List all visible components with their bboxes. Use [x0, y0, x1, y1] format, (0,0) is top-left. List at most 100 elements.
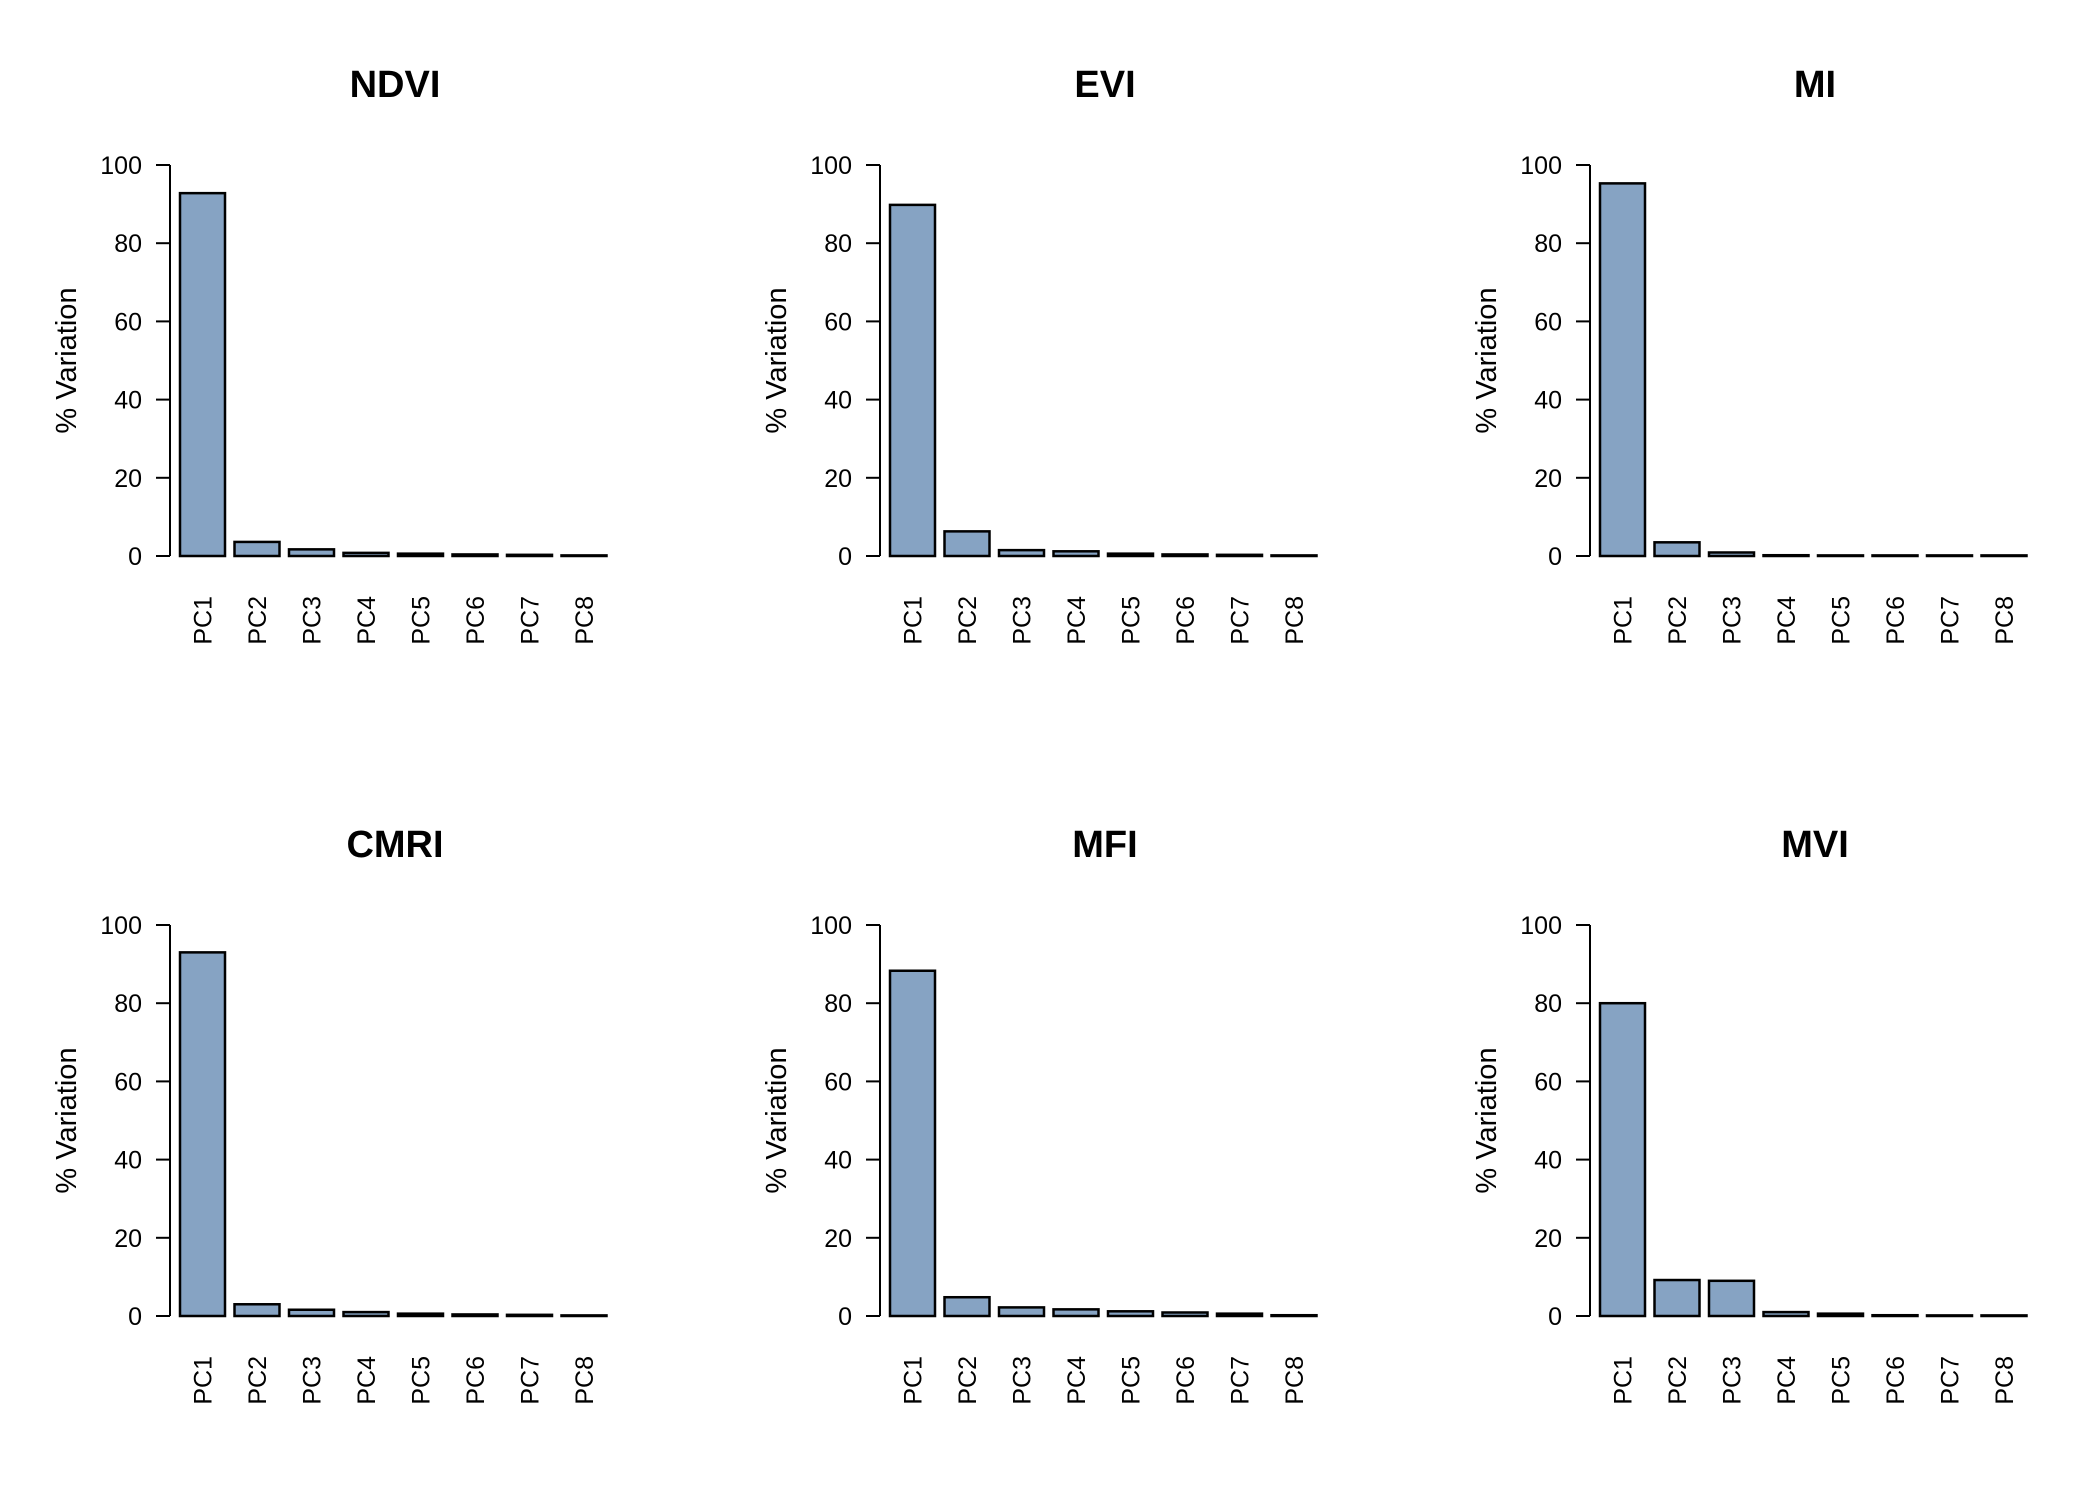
- y-axis-label: % Variation: [1471, 1047, 1503, 1193]
- x-tick-label: PC8: [1281, 596, 1309, 645]
- bar-pc1: [888, 969, 937, 1318]
- bar-pc3: [997, 1306, 1046, 1318]
- panel-evi: EVI 0 20 40 60 80 100 % Variation PC1 PC2 PC3 PC4 PC…: [761, 64, 1318, 645]
- bar-pc8: [1270, 1313, 1318, 1318]
- x-tick-label: PC3: [1009, 1356, 1037, 1405]
- y-tick-label: 40: [114, 387, 142, 415]
- x-tick-label: PC4: [353, 596, 381, 645]
- x-tick-label: PC5: [1118, 596, 1146, 645]
- panel-title: CMRI: [346, 824, 443, 866]
- bar-pc6: [1161, 553, 1209, 558]
- x-tick-label: PC4: [1773, 1356, 1801, 1405]
- bar-pc5: [396, 552, 445, 558]
- x-tick-label: PC6: [462, 596, 490, 645]
- y-tick-label: 20: [114, 465, 142, 493]
- y-tick-label: 0: [128, 543, 142, 571]
- x-tick-label: PC1: [1610, 596, 1638, 645]
- bar-pc6: [451, 553, 499, 558]
- bar-pc2: [943, 530, 991, 558]
- x-tick-label: PC4: [1063, 596, 1091, 645]
- x-tick-label: PC8: [571, 1356, 599, 1405]
- y-tick-label: 100: [1520, 912, 1562, 940]
- bar-pc6: [1161, 1311, 1209, 1318]
- y-tick-label: 100: [100, 152, 142, 180]
- bar-pc8: [1980, 1314, 2028, 1318]
- bar-pc8: [560, 554, 608, 558]
- bar-pc2: [233, 1303, 281, 1318]
- bar-pc3: [1707, 551, 1756, 558]
- panel-title: MI: [1794, 64, 1836, 106]
- y-tick-label: 80: [114, 230, 142, 258]
- bar-pc2: [1653, 541, 1701, 558]
- x-tick-label: PC7: [517, 1356, 545, 1405]
- y-tick-label: 60: [824, 1068, 852, 1096]
- y-tick-label: 0: [838, 1303, 852, 1331]
- y-axis-label: % Variation: [761, 287, 793, 433]
- bar-pc1: [1598, 182, 1647, 558]
- x-tick-label: PC1: [1610, 1356, 1638, 1405]
- y-tick-label: 100: [100, 912, 142, 940]
- x-tick-label: PC4: [1773, 596, 1801, 645]
- bar-pc6: [451, 1313, 499, 1318]
- x-tick-label: PC6: [462, 1356, 490, 1405]
- y-axis-label: % Variation: [1471, 287, 1503, 433]
- x-tick-label: PC5: [1828, 596, 1856, 645]
- bar-pc4: [1052, 1308, 1100, 1318]
- x-tick-label: PC2: [1664, 596, 1692, 645]
- bar-pc4: [342, 551, 390, 558]
- y-tick-label: 100: [810, 152, 852, 180]
- x-tick-label: PC8: [1991, 1356, 2019, 1405]
- bar-pc3: [287, 1308, 336, 1318]
- y-tick-label: 40: [824, 387, 852, 415]
- x-tick-label: PC2: [954, 596, 982, 645]
- bar-pc7: [505, 1313, 554, 1318]
- bar-pc2: [233, 540, 281, 558]
- bar-pc4: [342, 1310, 390, 1318]
- y-tick-label: 20: [1534, 465, 1562, 493]
- x-tick-label: PC1: [900, 1356, 928, 1405]
- y-tick-label: 60: [1534, 1068, 1562, 1096]
- panel-title: NDVI: [350, 64, 441, 106]
- bar-pc7: [1215, 553, 1264, 558]
- bar-pc2: [1653, 1278, 1701, 1318]
- bar-pc5: [1106, 1310, 1155, 1318]
- x-tick-label: PC7: [517, 596, 545, 645]
- panel-mfi: MFI 0 20 40 60 80 100 % Variation PC1 PC2 PC3 PC4 PC…: [761, 824, 1318, 1405]
- bar-pc8: [1980, 554, 2028, 558]
- x-tick-label: PC7: [1227, 1356, 1255, 1405]
- x-tick-label: PC5: [408, 1356, 436, 1405]
- bar-pc8: [560, 1314, 608, 1318]
- x-tick-label: PC2: [1664, 1356, 1692, 1405]
- x-tick-label: PC2: [244, 596, 272, 645]
- y-tick-label: 40: [114, 1147, 142, 1175]
- y-tick-label: 20: [824, 465, 852, 493]
- x-tick-label: PC7: [1937, 596, 1965, 645]
- y-tick-label: 20: [114, 1225, 142, 1253]
- x-tick-label: PC4: [1063, 1356, 1091, 1405]
- bar-pc7: [505, 553, 554, 558]
- bar-pc8: [1270, 554, 1318, 558]
- x-tick-label: PC4: [353, 1356, 381, 1405]
- y-tick-label: 0: [838, 543, 852, 571]
- y-axis-label: % Variation: [761, 1047, 793, 1193]
- bar-pc6: [1871, 1313, 1919, 1318]
- y-tick-label: 0: [128, 1303, 142, 1331]
- y-tick-label: 0: [1548, 543, 1562, 571]
- x-tick-label: PC3: [1719, 596, 1747, 645]
- panel-mi: MI 0 20 40 60 80 100 % Variation PC1 PC2 PC3 PC4 PC5…: [1471, 64, 2028, 645]
- y-tick-label: 100: [810, 912, 852, 940]
- y-tick-label: 80: [114, 990, 142, 1018]
- panel-mvi: MVI 0 20 40 60 80 100 % Variation PC1 PC2 PC3 PC4 PC…: [1471, 824, 2028, 1405]
- bar-pc5: [1816, 554, 1865, 558]
- bar-pc5: [1816, 1312, 1865, 1318]
- bar-pc1: [1598, 1001, 1647, 1318]
- y-tick-label: 80: [824, 230, 852, 258]
- x-tick-label: PC6: [1172, 596, 1200, 645]
- panel-title: MFI: [1072, 824, 1137, 866]
- x-tick-label: PC2: [954, 1356, 982, 1405]
- x-tick-label: PC3: [1009, 596, 1037, 645]
- y-tick-label: 40: [1534, 387, 1562, 415]
- y-axis-label: % Variation: [51, 287, 83, 433]
- y-tick-label: 60: [824, 308, 852, 336]
- bar-pc1: [178, 191, 227, 558]
